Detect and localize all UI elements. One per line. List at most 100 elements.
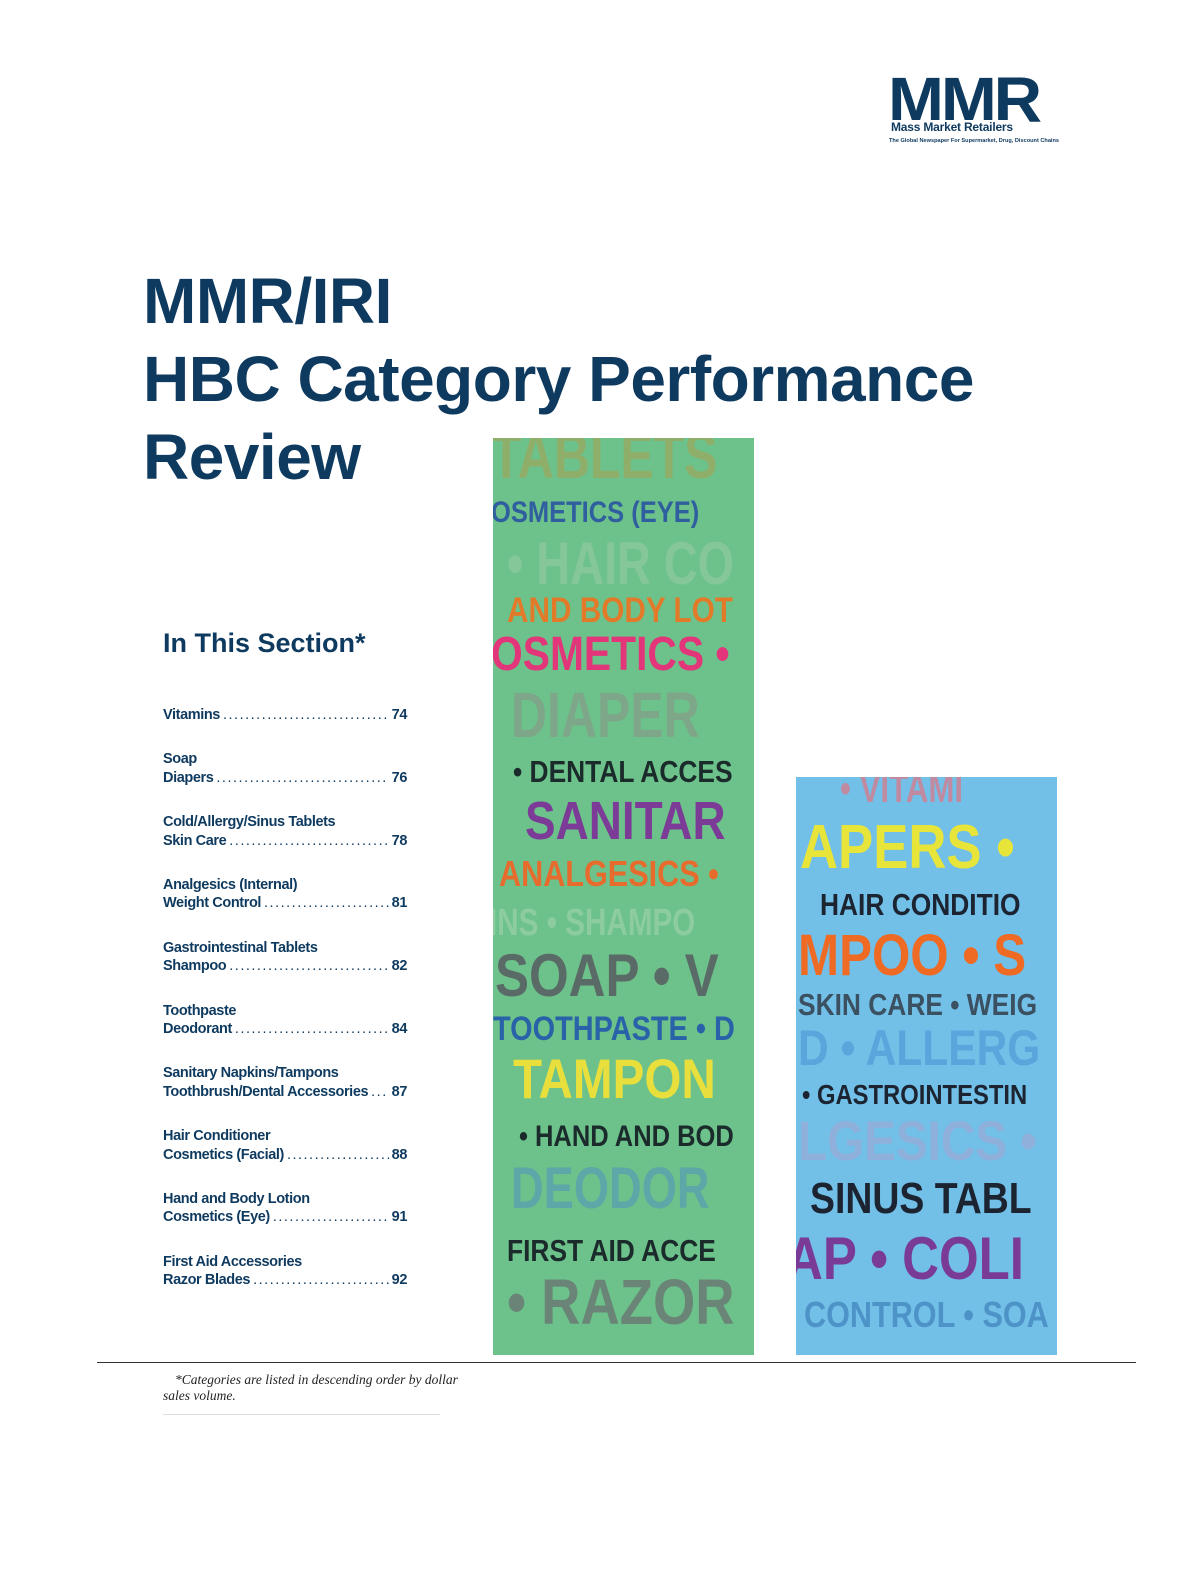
title-line-3: Review — [143, 421, 361, 493]
toc-entry-category: Hand and Body Lotion — [163, 1190, 310, 1207]
category-word: DIAPER — [511, 679, 700, 751]
toc-entry-category: Cosmetics (Eye) — [163, 1209, 270, 1226]
toc-page-number: 84 — [391, 1021, 408, 1037]
toc-entry-category: Diapers — [163, 769, 214, 786]
category-word: • VITAMI — [840, 777, 964, 811]
mmr-logo: MMR Mass Market Retailers The Global New… — [888, 68, 1093, 152]
dot-leader — [371, 1083, 389, 1102]
toc-page-number: 91 — [391, 1209, 408, 1226]
toc-page-number: 78 — [391, 832, 408, 849]
category-word: AND BODY LOT — [507, 591, 733, 630]
logo-name: Mass Market Retailers — [889, 120, 1015, 134]
toc-entry-category: Cosmetics (Facial) — [163, 1146, 284, 1163]
category-word: INS • SHAMPO — [493, 902, 696, 944]
category-word: MPOO • S — [798, 923, 1027, 988]
toc-entry-category: Cold/Allergy/Sinus Tablets — [163, 814, 336, 831]
category-word: HAIR CONDITIO — [820, 887, 1021, 922]
category-word: • RAZOR — [507, 1266, 735, 1338]
toc-entry-line: Razor Blades 92 — [163, 1271, 407, 1290]
dot-leader — [287, 1146, 389, 1165]
category-word: SKIN CARE • WEIG — [798, 987, 1038, 1022]
dot-leader — [264, 894, 389, 913]
footnote: *Categories are listed in descending ord… — [163, 1372, 458, 1403]
toc-page-number: 82 — [391, 958, 408, 975]
category-word: FIRST AID ACCE — [507, 1233, 716, 1268]
category-word: TAMPON — [513, 1047, 716, 1110]
category-word: D • ALLERG — [798, 1020, 1041, 1076]
toc-entry: Analgesics (Internal) Weight Control 81 — [163, 876, 407, 913]
dot-leader — [253, 1271, 389, 1290]
category-word: LGESICS • — [798, 1109, 1037, 1172]
category-word: • GASTROINTESTIN — [802, 1079, 1028, 1110]
toc-page-number: 74 — [391, 707, 408, 723]
title-line-1: MMR/IRI — [143, 265, 392, 337]
toc-entry-category: Razor Blades — [163, 1272, 251, 1289]
divider-line — [97, 1362, 1136, 1363]
section-heading: In This Section* — [163, 628, 366, 658]
toc-entry-category: First Aid Accessories — [163, 1253, 302, 1270]
toc-entry: Vitamins 74 — [163, 706, 407, 725]
toc-entry-category: Skin Care — [163, 832, 227, 849]
toc-entry-category: Vitamins — [163, 707, 220, 723]
toc-page-number: 81 — [391, 895, 408, 912]
toc-entry-line: Diapers 76 — [163, 769, 407, 788]
dot-leader — [273, 1208, 389, 1227]
toc-entry-category: Deodorant — [163, 1021, 232, 1037]
toc-entry-category: Toothpaste — [163, 1002, 237, 1019]
dot-leader — [216, 769, 388, 788]
toc-entry-category: Hair Conditioner — [163, 1128, 271, 1145]
toc-entry: Sanitary Napkins/Tampons Toothbrush/Denta… — [163, 1064, 407, 1101]
toc-entry-category: Soap — [163, 751, 197, 768]
dot-leader — [223, 706, 389, 725]
dot-leader — [235, 1020, 389, 1039]
toc-entry-category: Shampoo — [163, 958, 227, 975]
dot-leader — [229, 957, 388, 976]
toc-page-number: 92 — [391, 1272, 408, 1289]
toc-entry-line: Vitamins 74 — [163, 706, 407, 725]
title-line-2: HBC Category Performance — [143, 343, 974, 415]
logo-tagline: The Global Newspaper For Supermarket, Dr… — [889, 138, 1060, 144]
toc-entry-line: Shampoo 82 — [163, 957, 407, 976]
toc-entry-category: Gastrointestinal Tablets — [163, 939, 318, 956]
toc-page-number: 76 — [391, 769, 408, 786]
category-word: ANALGESICS • — [499, 853, 719, 894]
category-word: SANITAR — [525, 791, 726, 851]
category-word-panel-blue: • VITAMI APERS • HAIR CONDITIO MPOO • S SKIN… — [796, 777, 1057, 1355]
footnote-divider — [163, 1414, 440, 1415]
category-word: OSMETICS • — [493, 628, 730, 681]
page-title: MMR/IRI HBC Category Performance Review — [143, 262, 974, 496]
category-word: DEODOR — [511, 1156, 710, 1221]
toc-entry-line: Cosmetics (Eye) 91 — [163, 1208, 407, 1227]
category-word: • DENTAL ACCES — [513, 754, 733, 789]
category-word: • HAIR CO — [507, 530, 734, 597]
toc-entry-line: Weight Control 81 — [163, 894, 407, 913]
category-word: TOOTHPASTE • D — [493, 1010, 735, 1048]
category-word: OSMETICS (EYE) — [493, 496, 700, 529]
toc-entry-category: Toothbrush/Dental Accessories — [163, 1083, 369, 1100]
toc-entry-category: Weight Control — [163, 895, 262, 912]
category-word: AP • COLI — [796, 1225, 1024, 1292]
toc-entry-category: Analgesics (Internal) — [163, 876, 298, 893]
toc-page-number: 87 — [391, 1083, 408, 1100]
toc-entry: Gastrointestinal Tablets Shampoo 82 — [163, 939, 407, 976]
toc-entry: Toothpaste Deodorant 84 — [163, 1002, 407, 1039]
category-word-panel-green: TABLETS OSMETICS (EYE) • HAIR CO AND BODY L… — [493, 438, 754, 1355]
category-word: SOAP • V — [495, 942, 719, 1009]
toc-entry-line: Cosmetics (Facial) 88 — [163, 1146, 407, 1165]
category-word: CONTROL • SOA — [804, 1294, 1049, 1335]
toc-entry-category: Sanitary Napkins/Tampons — [163, 1065, 339, 1082]
category-word: SINUS TABL — [810, 1174, 1032, 1223]
toc-entry: Hand and Body Lotion Cosmetics (Eye) 91 — [163, 1190, 407, 1227]
dot-leader — [229, 832, 388, 851]
category-word: • HAND AND BOD — [519, 1120, 734, 1153]
toc-entry-line: Skin Care 78 — [163, 832, 407, 851]
category-word: TABLETS — [493, 438, 718, 492]
toc-entry: First Aid Accessories Razor Blades 92 — [163, 1253, 407, 1290]
toc-page-number: 88 — [391, 1146, 408, 1163]
toc-entry-line: Toothbrush/Dental Accessories 87 — [163, 1083, 407, 1102]
toc-entry-line: Deodorant 84 — [163, 1020, 407, 1039]
category-word: APERS • — [800, 813, 1015, 882]
